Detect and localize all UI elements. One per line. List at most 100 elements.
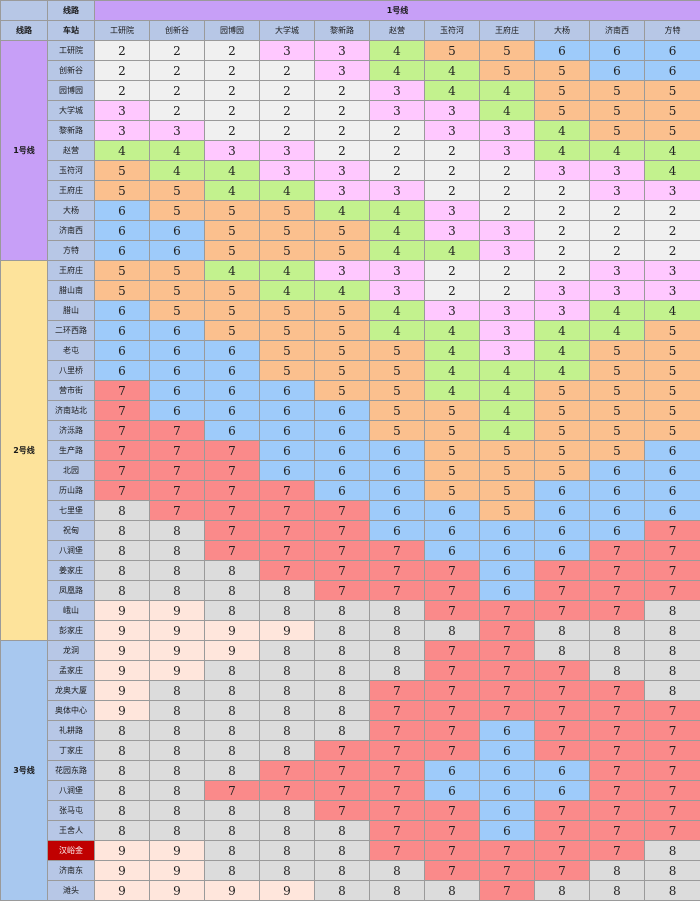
fare-cell: 7 [535,681,590,701]
station-name-cell: 王府庄 [48,261,95,281]
fare-cell: 2 [480,181,535,201]
fare-cell: 5 [535,381,590,401]
fare-cell: 7 [535,581,590,601]
fare-cell: 8 [260,661,315,681]
station-name-cell: 龙洞 [48,641,95,661]
fare-cell: 5 [645,121,700,141]
fare-cell: 3 [480,301,535,321]
fare-cell: 5 [150,261,205,281]
fare-cell: 7 [480,841,535,861]
fare-cell: 2 [205,61,260,81]
fare-cell: 4 [370,61,425,81]
fare-cell: 4 [590,321,645,341]
fare-cell: 2 [535,261,590,281]
fare-cell: 8 [150,581,205,601]
fare-cell: 2 [315,121,370,141]
fare-cell: 6 [95,201,150,221]
station-name-cell: 奥体中心 [48,701,95,721]
fare-cell: 3 [480,341,535,361]
fare-cell: 7 [425,661,480,681]
fare-cell: 8 [370,601,425,621]
station-name-cell: 汉峪金 [48,841,95,861]
fare-cell: 9 [260,881,315,901]
fare-cell: 8 [205,701,260,721]
fare-cell: 9 [95,841,150,861]
fare-cell: 7 [315,581,370,601]
fare-cell: 6 [480,541,535,561]
fare-cell: 6 [480,801,535,821]
fare-cell: 8 [645,661,700,681]
fare-cell: 2 [535,201,590,221]
fare-cell: 3 [425,101,480,121]
fare-cell: 7 [425,581,480,601]
fare-cell: 6 [370,481,425,501]
fare-cell: 5 [95,181,150,201]
fare-cell: 6 [425,761,480,781]
fare-cell: 7 [370,581,425,601]
fare-cell: 8 [425,621,480,641]
fare-cell: 6 [370,501,425,521]
fare-cell: 7 [425,601,480,621]
fare-cell: 5 [425,441,480,461]
fare-cell: 5 [205,321,260,341]
fare-cell: 6 [480,561,535,581]
fare-cell: 7 [260,561,315,581]
fare-cell: 8 [535,641,590,661]
fare-cell: 7 [205,541,260,561]
fare-cell: 6 [480,521,535,541]
fare-cell: 6 [590,481,645,501]
fare-cell: 5 [645,421,700,441]
fare-cell: 6 [315,461,370,481]
fare-cell: 7 [535,861,590,881]
fare-cell: 8 [260,801,315,821]
fare-cell: 2 [590,201,645,221]
fare-cell: 6 [645,481,700,501]
fare-cell: 5 [315,241,370,261]
fare-cell: 6 [425,541,480,561]
fare-cell: 3 [425,221,480,241]
fare-cell: 7 [425,721,480,741]
fare-cell: 7 [425,561,480,581]
fare-cell: 4 [205,261,260,281]
fare-cell: 8 [150,521,205,541]
fare-cell: 5 [535,61,590,81]
fare-cell: 5 [535,441,590,461]
fare-cell: 2 [315,141,370,161]
fare-cell: 7 [645,721,700,741]
fare-cell: 3 [590,281,645,301]
fare-cell: 9 [95,681,150,701]
fare-cell: 6 [150,221,205,241]
fare-cell: 7 [645,781,700,801]
fare-cell: 6 [645,441,700,461]
fare-cell: 7 [535,721,590,741]
fare-cell: 7 [150,461,205,481]
fare-cell: 3 [645,181,700,201]
fare-cell: 7 [590,821,645,841]
fare-cell: 9 [95,861,150,881]
fare-cell: 6 [95,341,150,361]
fare-cell: 8 [645,621,700,641]
fare-cell: 3 [370,101,425,121]
fare-cell: 5 [425,481,480,501]
fare-cell: 5 [150,281,205,301]
fare-cell: 4 [480,81,535,101]
fare-cell: 6 [95,241,150,261]
line-group-label: 3号线 [1,641,48,901]
station-name-cell: 龙奥大厦 [48,681,95,701]
fare-cell: 7 [260,521,315,541]
fare-cell: 5 [150,301,205,321]
fare-cell: 2 [590,241,645,261]
fare-cell: 4 [480,381,535,401]
fare-cell: 5 [535,421,590,441]
fare-cell: 8 [645,601,700,621]
fare-cell: 8 [260,721,315,741]
